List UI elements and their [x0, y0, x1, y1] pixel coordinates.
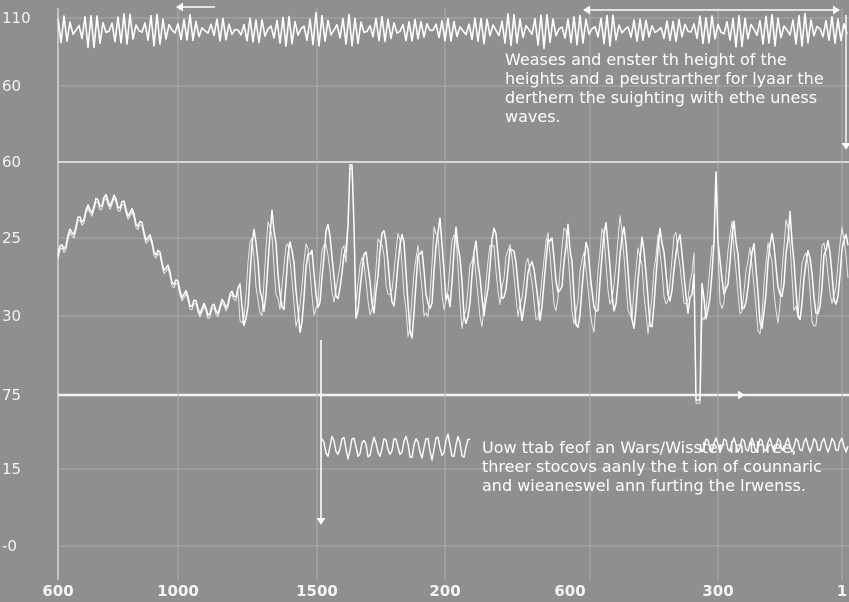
series-line [57, 167, 849, 404]
series-line [57, 11, 848, 50]
x-tick-label: 200 [429, 582, 461, 600]
series-line [321, 433, 471, 461]
arrow-head [583, 5, 590, 15]
series-line [57, 164, 849, 401]
annotation-upper-right: Weases and enster th height of the heigh… [505, 50, 824, 126]
arrow-head [176, 2, 183, 12]
arrow-annotations [176, 2, 849, 525]
x-tick-label: 300 [702, 582, 734, 600]
y-tick-label: 30 [2, 307, 22, 325]
y-tick-label: -0 [2, 537, 17, 555]
arrow-head [833, 5, 840, 15]
y-tick-label: 60 [2, 77, 22, 95]
series-layer [57, 11, 849, 461]
y-tick-label: 75 [2, 386, 22, 404]
series-line [699, 437, 849, 453]
arrow-head [316, 518, 326, 525]
y-tick-label: 15 [2, 460, 22, 478]
x-tick-label: 600 [42, 582, 74, 600]
grid-lines [57, 8, 849, 580]
x-tick-label: 1500 [296, 582, 338, 600]
arrow-head [738, 390, 745, 400]
annotation-lower-right: Uow ttab feof an Wars/Wisster in three, … [482, 438, 822, 495]
x-tick-label: 1000 [157, 582, 199, 600]
y-tick-label: 110 [2, 9, 31, 27]
y-tick-label: 25 [2, 229, 22, 247]
x-tick-label: 1 [836, 582, 848, 600]
arrow-head [841, 143, 849, 150]
x-tick-label: 600 [554, 582, 586, 600]
y-tick-label: 60 [2, 153, 22, 171]
